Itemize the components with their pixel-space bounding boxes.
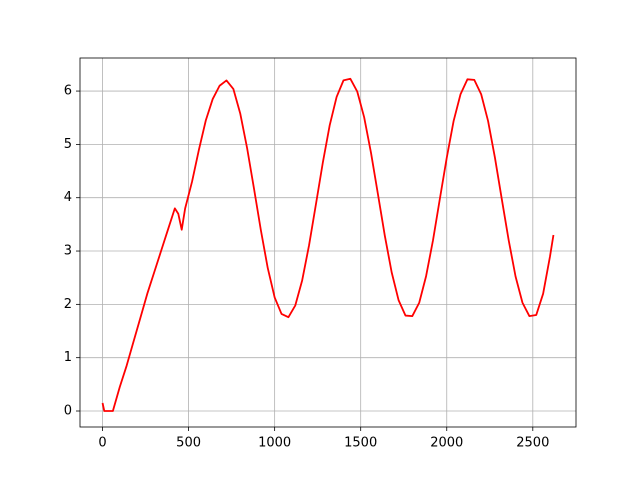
data-line — [101, 77, 555, 412]
y-tick-label: 0 — [64, 404, 72, 419]
x-tick-label: 500 — [176, 436, 201, 451]
y-tick-label: 3 — [64, 244, 72, 259]
x-tick-label: 2000 — [430, 436, 463, 451]
x-tick-label: 1500 — [344, 436, 377, 451]
y-tick-label: 1 — [64, 350, 72, 365]
y-tick-label: 5 — [64, 137, 72, 152]
y-tick-label: 4 — [64, 190, 72, 205]
x-tick-label: 0 — [98, 436, 106, 451]
y-tick-label: 6 — [64, 84, 72, 99]
plot-frame — [79, 57, 577, 428]
x-tick-label: 2500 — [516, 436, 549, 451]
x-tick-label: 1000 — [258, 436, 291, 451]
y-tick-label: 2 — [64, 297, 72, 312]
